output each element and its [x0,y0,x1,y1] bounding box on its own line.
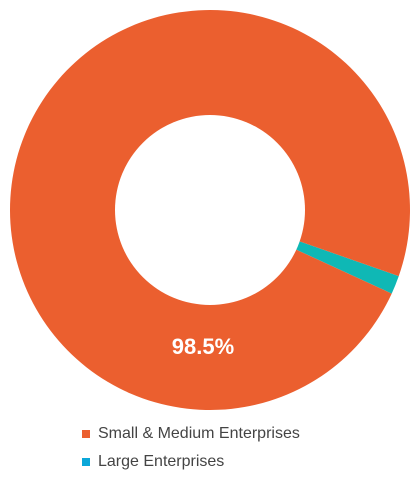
legend-swatch-small-medium [82,430,90,438]
legend-item-large: Large Enterprises [82,452,300,472]
legend-label-small-medium: Small & Medium Enterprises [98,425,300,442]
legend: Small & Medium Enterprises Large Enterpr… [82,424,300,480]
legend-swatch-large [82,458,90,466]
legend-label-large: Large Enterprises [98,453,225,470]
slice-label-small-medium: 98.5% [172,334,234,359]
legend-item-small-medium: Small & Medium Enterprises [82,424,300,444]
donut-hole [115,115,305,305]
